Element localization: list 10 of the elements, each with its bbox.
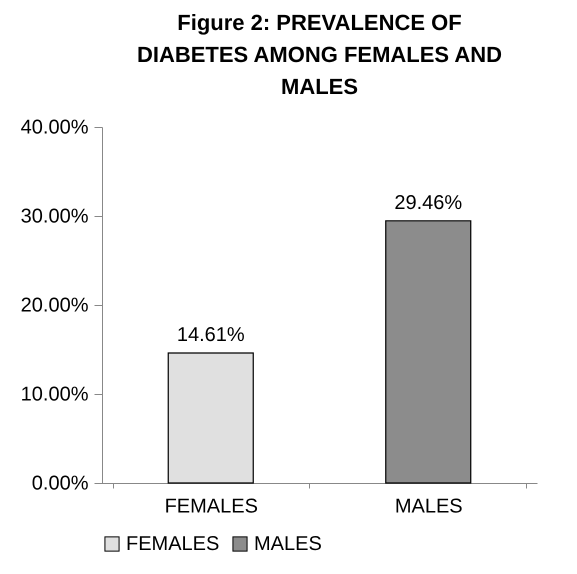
y-tick-label: 30.00% [20,206,89,228]
data-label: 29.46% [394,192,462,214]
chart-title: Figure 2: PREVALENCE OF DIABETES AMONG FEMALES AND MALES [136,10,502,99]
y-tick-label: 0.00% [32,472,89,494]
y-tick-label: 10.00% [20,384,89,406]
y-tick-label: 20.00% [20,294,89,316]
y-tick-label: 40.00% [20,116,89,138]
data-label: 14.61% [176,324,245,346]
legend-label: FEMALES [126,533,220,555]
legend-label: MALES [254,533,322,555]
